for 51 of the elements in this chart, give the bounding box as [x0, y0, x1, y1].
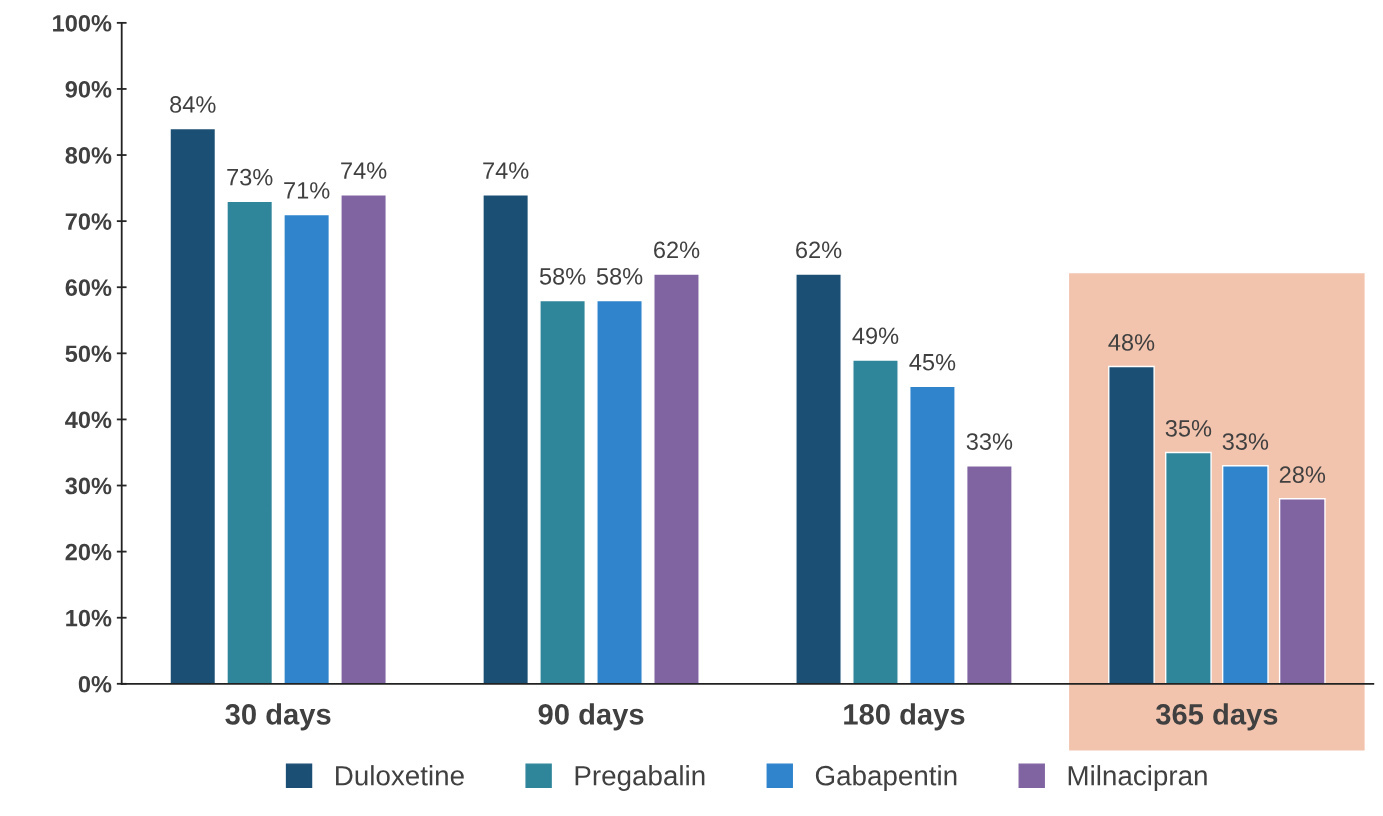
bar	[795, 273, 842, 684]
text: 84%	[170, 96, 216, 113]
text: 62%	[654, 241, 700, 259]
y-tick-label: 20%	[65, 543, 112, 561]
bar	[596, 299, 643, 684]
text: 74%	[483, 162, 529, 179]
text: 45%	[909, 353, 956, 371]
x-tick-label: 30 days	[225, 703, 331, 731]
y-tick-label: 0%	[78, 675, 112, 693]
x-tick-label: 90 days	[538, 703, 644, 731]
bar	[852, 359, 899, 684]
x-tick-label: 180 days	[844, 703, 965, 731]
y-tick-label: 80%	[65, 147, 112, 164]
text: 33%	[966, 433, 1013, 450]
bar	[482, 194, 530, 684]
bar	[1165, 451, 1212, 684]
y-tick-label: 100%	[53, 14, 112, 32]
bar	[283, 213, 331, 684]
bar	[226, 200, 274, 684]
bar	[539, 299, 586, 684]
bar	[966, 464, 1013, 684]
y-tick-label: 70%	[65, 213, 112, 230]
y-tick-label: 90%	[65, 81, 112, 98]
legend-label: Milnacipran	[1068, 765, 1207, 791]
bar	[340, 194, 387, 684]
text: 71%	[284, 182, 330, 199]
text: 49%	[852, 327, 899, 345]
legend-label: Duloxetine	[336, 765, 464, 786]
text: 35%	[1165, 419, 1212, 437]
legend-label: Gabapentin	[815, 765, 957, 791]
y-tick-label: 30%	[65, 477, 112, 495]
bar	[1278, 498, 1326, 684]
text: 74%	[341, 162, 387, 179]
text: 58%	[596, 267, 643, 285]
legend-label: Pregabalin	[575, 765, 705, 791]
x-tick-label: 365 days	[1155, 703, 1278, 731]
y-tick-label: 60%	[65, 279, 112, 297]
y-tick-label: 40%	[65, 411, 112, 429]
bar	[909, 385, 956, 684]
bar	[169, 127, 217, 684]
text: 62%	[796, 241, 842, 259]
text: 28%	[1279, 466, 1326, 483]
bar	[653, 273, 700, 684]
text: 73%	[227, 168, 273, 186]
bar	[1108, 365, 1155, 684]
text: 48%	[1108, 334, 1155, 351]
bar	[1221, 464, 1269, 684]
text: 33%	[1222, 433, 1269, 450]
y-tick-label: 50%	[65, 345, 112, 363]
y-tick-label: 10%	[66, 609, 112, 627]
text: 58%	[539, 267, 586, 285]
